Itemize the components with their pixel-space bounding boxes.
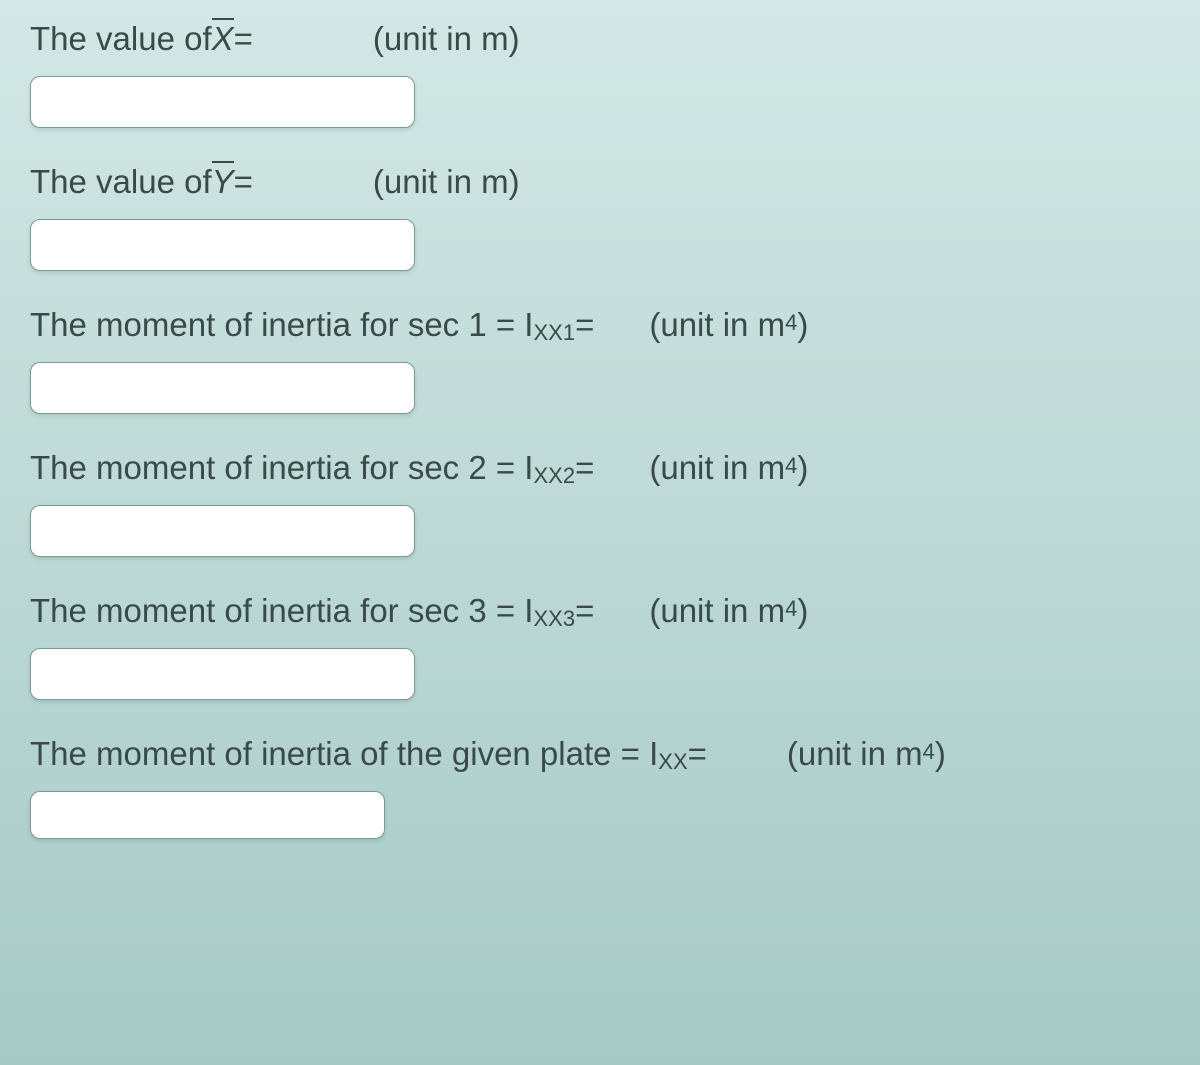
subscript: XX3	[533, 606, 575, 632]
unit-suffix: )	[509, 163, 520, 201]
unit-superscript: 4	[923, 739, 935, 765]
unit-prefix: (unit in m	[373, 163, 509, 201]
eq-sign: =	[575, 449, 594, 487]
label-prefix: The moment of inertia for sec 3 = I	[30, 592, 533, 630]
label-prefix: The value of	[30, 163, 212, 201]
unit-superscript: 4	[785, 310, 797, 336]
unit-suffix: )	[797, 592, 808, 630]
label-x-bar: The value of X= (unit in m)	[30, 20, 1170, 58]
subscript: XX1	[533, 320, 575, 346]
question-ixx-plate: The moment of inertia of the given plate…	[30, 735, 1170, 839]
label-prefix: The moment of inertia of the given plate…	[30, 735, 658, 773]
label-ixx3: The moment of inertia for sec 3 = IXX3 =…	[30, 592, 1170, 630]
label-prefix: The value of	[30, 20, 212, 58]
label-ixx1: The moment of inertia for sec 1 = IXX1 =…	[30, 306, 1170, 344]
eq-sign: =	[234, 20, 253, 58]
unit-suffix: )	[935, 735, 946, 773]
label-prefix: The moment of inertia for sec 2 = I	[30, 449, 533, 487]
unit-suffix: )	[797, 306, 808, 344]
unit-prefix: (unit in m	[373, 20, 509, 58]
unit-suffix: )	[797, 449, 808, 487]
question-ixx3: The moment of inertia for sec 3 = IXX3 =…	[30, 592, 1170, 700]
unit-prefix: (unit in m	[649, 306, 785, 344]
eq-sign: =	[688, 735, 707, 773]
label-y-bar: The value of Y= (unit in m)	[30, 163, 1170, 201]
unit-prefix: (unit in m	[649, 592, 785, 630]
question-ixx1: The moment of inertia for sec 1 = IXX1 =…	[30, 306, 1170, 414]
eq-sign: =	[575, 306, 594, 344]
answer-input-ixx3[interactable]	[30, 648, 415, 700]
subscript: XX2	[533, 463, 575, 489]
unit-prefix: (unit in m	[649, 449, 785, 487]
overline-var: X	[212, 20, 234, 58]
answer-input-ixx2[interactable]	[30, 505, 415, 557]
label-ixx-plate: The moment of inertia of the given plate…	[30, 735, 1170, 773]
question-x-bar: The value of X= (unit in m)	[30, 20, 1170, 128]
label-prefix: The moment of inertia for sec 1 = I	[30, 306, 533, 344]
question-y-bar: The value of Y= (unit in m)	[30, 163, 1170, 271]
overline-var: Y	[212, 163, 234, 201]
answer-input-ixx-plate[interactable]	[30, 791, 385, 839]
unit-superscript: 4	[785, 596, 797, 622]
subscript: XX	[658, 749, 687, 775]
question-ixx2: The moment of inertia for sec 2 = IXX2 =…	[30, 449, 1170, 557]
eq-sign: =	[575, 592, 594, 630]
unit-superscript: 4	[785, 453, 797, 479]
label-ixx2: The moment of inertia for sec 2 = IXX2 =…	[30, 449, 1170, 487]
answer-input-x-bar[interactable]	[30, 76, 415, 128]
unit-suffix: )	[509, 20, 520, 58]
unit-prefix: (unit in m	[787, 735, 923, 773]
eq-sign: =	[234, 163, 253, 201]
answer-input-y-bar[interactable]	[30, 219, 415, 271]
answer-input-ixx1[interactable]	[30, 362, 415, 414]
